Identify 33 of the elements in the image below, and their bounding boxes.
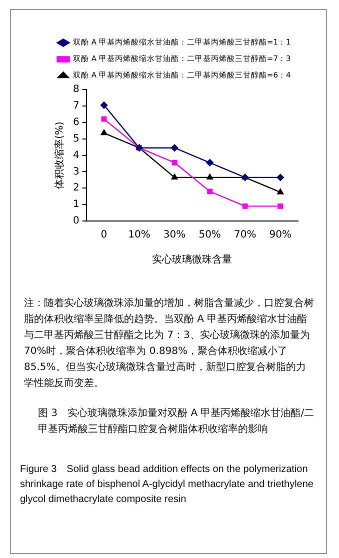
point: [101, 116, 107, 122]
point: [100, 102, 108, 109]
x-tick-label: 0: [100, 230, 108, 241]
y-tick-label: 7: [72, 100, 80, 112]
y-tick-label: 1: [72, 199, 80, 210]
x-axis-title: 实心玻璃微珠含量: [152, 254, 232, 266]
x-tick-label: 50%: [198, 230, 221, 241]
y-tick-label: 6: [72, 116, 80, 128]
point: [206, 159, 214, 166]
y-tick-label: 8: [72, 84, 80, 96]
caption: Figure 3 Solid glass bead addition effects on the polymerization shrinkage rate of bisphenol A-glycidyl methacrylate and triethylene glycol dimethacrylate composite resin: [20, 463, 314, 507]
point: [277, 188, 284, 194]
y-axis-title: 体积收缩率(%): [54, 122, 66, 189]
point: [276, 174, 284, 182]
y-tick-label: 4: [72, 150, 80, 161]
x-tick-label: 30%: [163, 230, 186, 241]
y-tick-label: 3: [72, 166, 80, 178]
y-tick-label: 0: [72, 216, 80, 227]
text: 注：随着实心玻璃微珠添加量的增加，树脂含量减少，口腔复合树脂的体积收缩率呈降低的趋势。当双酚 A 甲基丙烯酸缩水甘油酯与二甲基丙烯酸三甘醇酯之比为 7：3、实心玻璃微珠的添加量为 70%时，聚合体积收缩率为 0.898%，聚合体积收缩减小了 85.5%。但当实心玻璃微珠含量过高时，新型口腔复合树脂的力学性能反而变差。: [24, 296, 314, 391]
point: [206, 174, 214, 180]
caption: 图 3 实心玻璃微珠添加量对双酚 A 甲基丙烯酸缩水甘油酯/二甲基丙烯酸三甘醇酯口腔复合树脂体积收缩率的影响: [38, 406, 316, 437]
point: [172, 160, 178, 166]
point: [242, 203, 248, 209]
x-tick-label: 70%: [234, 230, 256, 241]
y-tick-label: 2: [72, 182, 80, 194]
x-tick-label: 90%: [269, 230, 292, 241]
point: [207, 188, 213, 194]
point: [278, 203, 284, 209]
y-tick-label: 5: [72, 133, 80, 144]
point: [171, 174, 178, 180]
x-tick-label: 10%: [128, 230, 150, 241]
point: [100, 129, 108, 136]
point: [170, 144, 178, 152]
